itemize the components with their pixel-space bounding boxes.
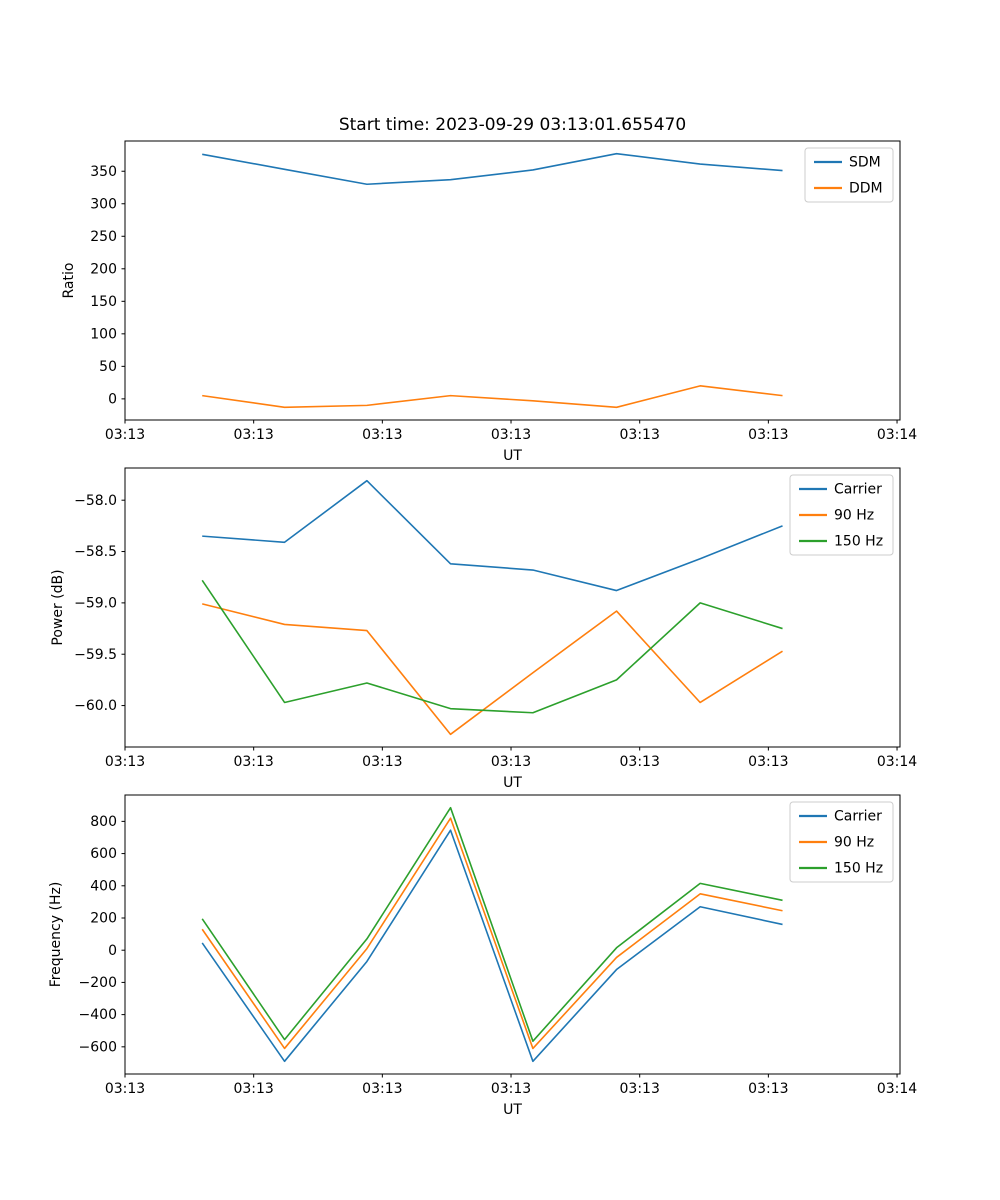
- y-tick-label: −200: [79, 975, 117, 991]
- series-line-150-hz: [201, 579, 783, 714]
- legend-label-sdm: SDM: [849, 155, 881, 171]
- x-tick-label: 03:13: [491, 427, 531, 443]
- legend-label-150-hz: 150 Hz: [834, 534, 883, 550]
- series-line-150-hz: [201, 806, 783, 1042]
- x-tick-label: 03:13: [620, 754, 660, 770]
- y-tick-label: 350: [90, 164, 117, 180]
- x-tick-label: 03:13: [748, 1081, 788, 1097]
- x-axis-label: UT: [503, 1102, 522, 1118]
- y-tick-label: 800: [90, 814, 117, 830]
- y-tick-label: 0: [108, 391, 117, 407]
- x-tick-label: 03:13: [233, 427, 273, 443]
- y-tick-label: 400: [90, 878, 117, 894]
- y-tick-label: −58.5: [74, 544, 117, 560]
- y-tick-label: 250: [90, 229, 117, 245]
- x-tick-label: 03:13: [491, 754, 531, 770]
- plot-border: [124, 467, 901, 748]
- legend-box: [789, 801, 894, 883]
- x-tick-label: 03:13: [105, 754, 145, 770]
- plot-border: [124, 140, 901, 421]
- series-line-carrier: [201, 829, 783, 1063]
- y-tick-label: 600: [90, 846, 117, 862]
- figure-title: Start time: 2023-09-29 03:13:01.655470: [338, 115, 687, 135]
- series-line-90-hz: [201, 817, 783, 1050]
- legend-box: [789, 474, 894, 556]
- x-tick-label: 03:13: [491, 1081, 531, 1097]
- x-tick-label: 03:13: [362, 427, 402, 443]
- y-tick-label: 200: [90, 911, 117, 927]
- y-tick-label: −59.0: [74, 595, 117, 611]
- legend-label-carrier: Carrier: [834, 482, 882, 498]
- x-tick-label: 03:13: [105, 427, 145, 443]
- y-tick-label: −59.5: [74, 647, 117, 663]
- y-axis-label: Frequency (Hz): [48, 882, 64, 988]
- legend-label-90-hz: 90 Hz: [834, 835, 874, 851]
- x-tick-label: 03:13: [233, 754, 273, 770]
- x-tick-label: 03:13: [748, 754, 788, 770]
- series-line-ddm: [202, 385, 783, 409]
- y-axis-label: Ratio: [61, 263, 77, 299]
- x-tick-label: 03:13: [362, 754, 402, 770]
- y-tick-label: 50: [99, 359, 117, 375]
- series-line-sdm: [202, 152, 783, 186]
- y-tick-label: 100: [90, 326, 117, 342]
- y-axis-label: Power (dB): [50, 569, 66, 645]
- y-tick-label: −600: [79, 1039, 117, 1055]
- y-tick-label: 200: [90, 261, 117, 277]
- legend-label-90-hz: 90 Hz: [834, 508, 874, 524]
- x-tick-label: 03:13: [362, 1081, 402, 1097]
- y-tick-label: −60.0: [74, 698, 117, 714]
- x-tick-label: 03:13: [620, 427, 660, 443]
- plot-border: [124, 794, 901, 1075]
- series-line-carrier: [202, 479, 783, 592]
- x-tick-label: 03:13: [105, 1081, 145, 1097]
- x-axis-label: UT: [503, 448, 522, 464]
- x-tick-label: 03:14: [877, 1081, 917, 1097]
- legend-label-150-hz: 150 Hz: [834, 861, 883, 877]
- x-tick-label: 03:13: [620, 1081, 660, 1097]
- legend-label-carrier: Carrier: [834, 809, 882, 825]
- y-tick-label: 150: [90, 294, 117, 310]
- x-tick-label: 03:13: [748, 427, 788, 443]
- y-tick-label: −58.0: [74, 493, 117, 509]
- series-line-90-hz: [202, 603, 783, 736]
- y-tick-label: 300: [90, 196, 117, 212]
- x-tick-label: 03:14: [877, 427, 917, 443]
- x-tick-label: 03:13: [233, 1081, 273, 1097]
- x-axis-label: UT: [503, 775, 522, 791]
- y-tick-label: 0: [108, 943, 117, 959]
- y-tick-label: −400: [79, 1007, 117, 1023]
- legend-label-ddm: DDM: [849, 181, 883, 197]
- x-tick-label: 03:14: [877, 754, 917, 770]
